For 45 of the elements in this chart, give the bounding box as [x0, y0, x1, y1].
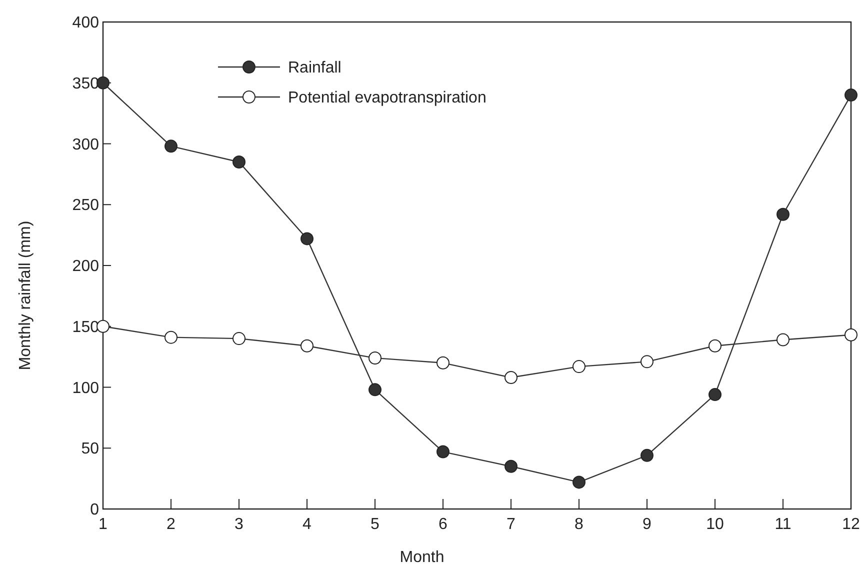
point — [164, 330, 178, 344]
point — [504, 460, 518, 473]
point — [844, 88, 858, 102]
point — [776, 208, 790, 221]
x-axis-title: Month — [400, 549, 444, 566]
point — [776, 333, 790, 346]
y-tick-label: 200 — [72, 258, 100, 276]
point — [844, 328, 858, 342]
y-tick-label: 50 — [81, 440, 100, 458]
point — [708, 339, 722, 352]
y-tick-label: 400 — [72, 14, 100, 32]
x-tick-label: 6 — [438, 516, 448, 533]
point — [300, 232, 314, 246]
point — [368, 383, 382, 396]
point — [232, 332, 246, 346]
x-tick-label: 8 — [574, 516, 584, 533]
x-tick-label: 2 — [166, 516, 176, 533]
point — [504, 371, 518, 384]
point — [300, 339, 314, 352]
point — [572, 360, 586, 374]
x-tick-label: 4 — [302, 516, 312, 533]
point — [436, 445, 450, 458]
y-tick-label: 300 — [72, 136, 100, 154]
point — [164, 140, 178, 153]
legend-label: Rainfall — [288, 60, 342, 77]
y-tick-label: 0 — [90, 502, 100, 519]
y-tick-label: 250 — [72, 197, 100, 214]
point — [232, 156, 246, 169]
x-tick-label: 7 — [506, 516, 516, 533]
point — [640, 355, 654, 368]
point — [640, 448, 654, 462]
point — [708, 388, 722, 402]
x-tick-label: 3 — [234, 516, 244, 533]
x-tick-label: 12 — [842, 516, 860, 533]
x-tick-label: 5 — [370, 516, 380, 533]
y-axis-title: Monthly rainfall (mm) — [17, 220, 34, 370]
y-tick-label: 100 — [72, 380, 100, 397]
x-tick-label: 11 — [774, 516, 792, 533]
x-tick-label: 1 — [98, 516, 108, 533]
x-tick-label: 9 — [642, 516, 652, 533]
point — [368, 352, 382, 365]
point — [572, 476, 586, 489]
x-tick-label: 10 — [706, 516, 724, 533]
point — [436, 356, 450, 370]
legend-label: Potential evapotranspiration — [288, 90, 486, 107]
